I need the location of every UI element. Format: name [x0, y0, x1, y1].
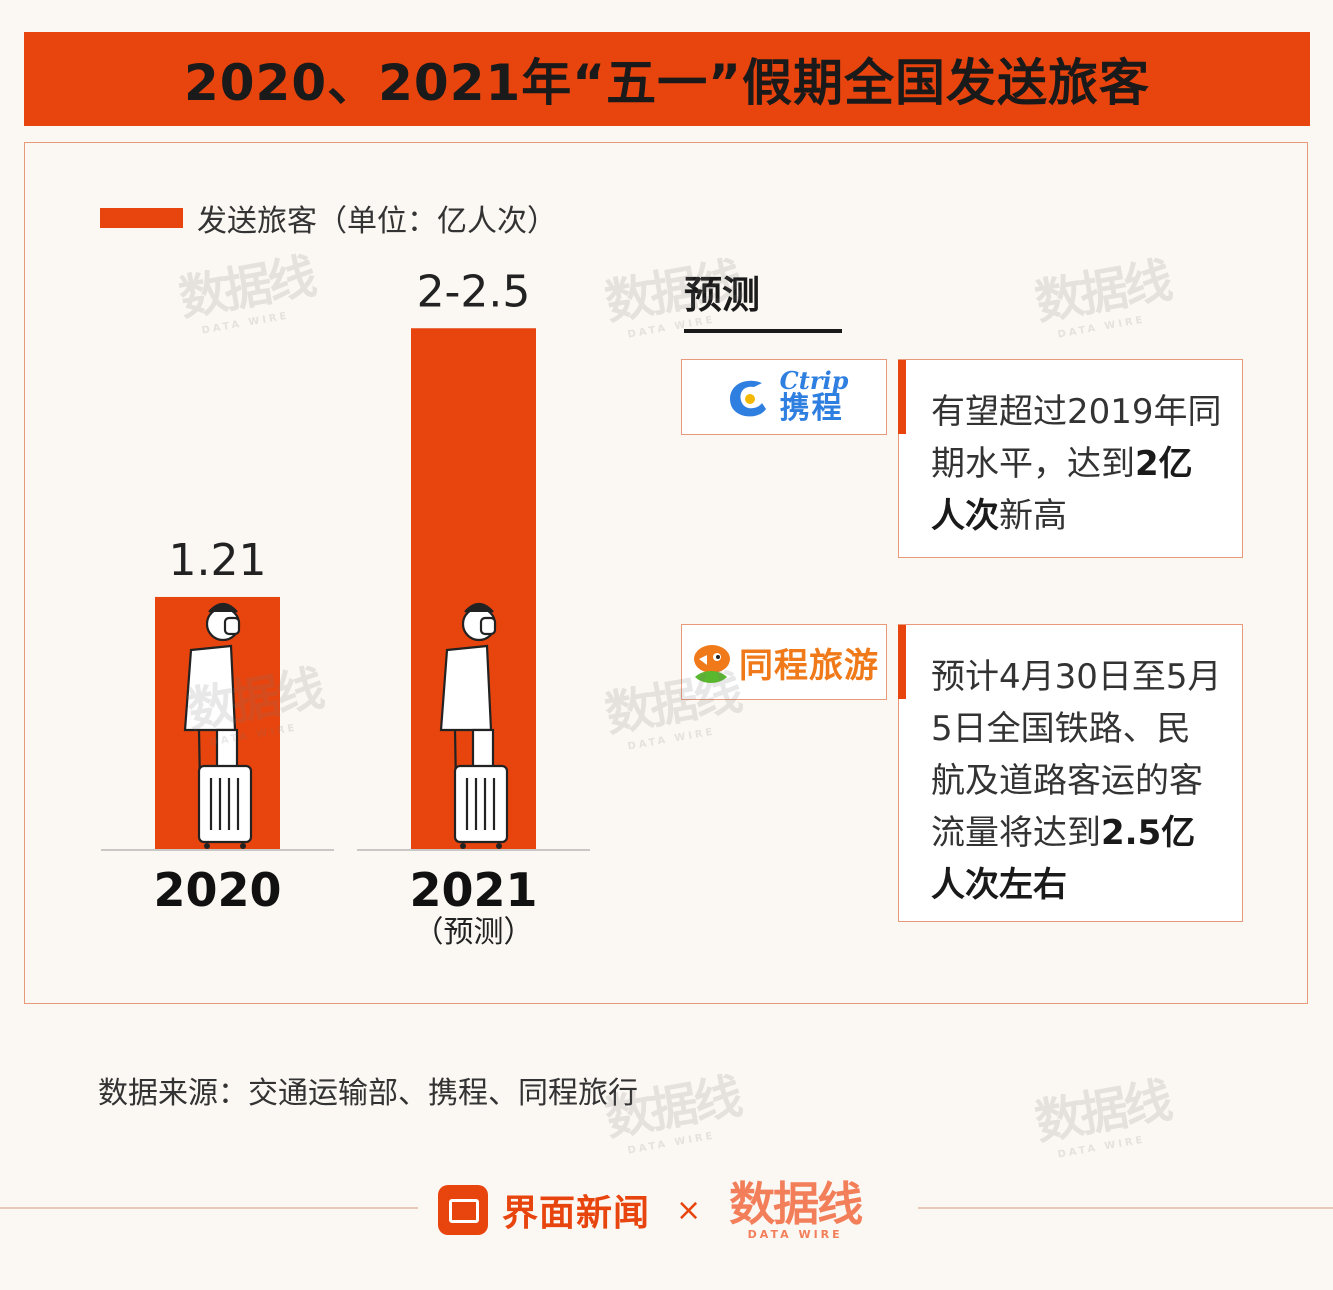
- ctrip-forecast-text: 有望超过2019年同期水平，达到2亿人次新高: [897, 359, 1243, 558]
- ctrip-text-bold: 2亿人次: [931, 444, 1193, 536]
- datawire-logo-cn: 数据线: [729, 1176, 863, 1231]
- tongcheng-forecast-text: 预计4月30日至5月5日全国铁路、民航及道路客运的客流量将达到2.5亿人次左右: [897, 624, 1243, 922]
- footer-brands: 界面新闻 × 数据线 DATA WIRE: [438, 1162, 908, 1258]
- suitcase-handle: [471, 728, 495, 772]
- traveler-mask: [479, 616, 497, 636]
- footer-divider-left: [0, 1207, 418, 1209]
- jiemian-brand: 界面新闻: [502, 1193, 651, 1234]
- datawire-logo: 数据线 DATA WIRE: [729, 1176, 863, 1241]
- traveler-coat: [439, 644, 493, 732]
- category-note-2021: （预测）: [414, 915, 534, 950]
- traveler-hair: [464, 602, 494, 613]
- legend-swatch: [100, 208, 183, 228]
- traveler-illustration: [439, 602, 509, 849]
- times-sign: ×: [676, 1192, 702, 1228]
- suitcase-wheel: [240, 843, 246, 849]
- suitcase-wheel: [496, 843, 502, 849]
- traveler-coat: [183, 644, 237, 732]
- ctrip-logo-cn: 携程: [779, 391, 844, 426]
- chart-title: 2020、2021年“五一”假期全国发送旅客: [183, 54, 1151, 112]
- suitcase-handle: [215, 728, 239, 772]
- suitcase: [197, 764, 253, 844]
- legend: 发送旅客（单位：亿人次）: [100, 196, 557, 240]
- footer-divider-right: [918, 1207, 1333, 1209]
- dolphin-icon: [729, 380, 766, 417]
- category-label-2021: 2021: [409, 863, 537, 917]
- forecast-heading: 预测: [684, 264, 842, 333]
- chart-panel: [24, 142, 1308, 1004]
- value-label-2021: 2-2.5: [417, 266, 531, 317]
- title-bar: 2020、2021年“五一”假期全国发送旅客: [24, 32, 1310, 126]
- tongcheng-logo: 同程旅游: [681, 624, 887, 700]
- traveler-illustration: [183, 602, 253, 849]
- ctrip-logo-en: Ctrip: [779, 366, 849, 395]
- ctrip-logo: Ctrip 携程: [681, 359, 887, 435]
- traveler-hair: [208, 602, 238, 613]
- suitcase: [453, 764, 509, 844]
- suitcase-wheel: [460, 843, 466, 849]
- value-label-2020: 1.21: [169, 535, 267, 586]
- suitcase-wheel: [204, 843, 210, 849]
- category-label-2020: 2020: [153, 863, 281, 917]
- legend-label: 发送旅客（单位：亿人次）: [197, 204, 557, 239]
- jiemian-logo-icon: [438, 1185, 488, 1235]
- ctrip-text-2: 新高: [999, 496, 1067, 536]
- data-source: 数据来源：交通运输部、携程、同程旅行: [98, 1076, 638, 1111]
- clownfish-icon: [694, 645, 730, 683]
- traveler-mask: [223, 616, 241, 636]
- tongcheng-text-1: 预计4月30日至5月5日全国铁路、民航及道路客运的客流量将达到: [931, 657, 1222, 853]
- tongcheng-text-bold: 2.5亿人次左右: [931, 813, 1196, 905]
- tongcheng-logo-cn: 同程旅游: [739, 645, 879, 686]
- datawire-logo-en: DATA WIRE: [747, 1227, 843, 1241]
- ctrip-text-1: 有望超过2019年同期水平，达到: [931, 392, 1222, 484]
